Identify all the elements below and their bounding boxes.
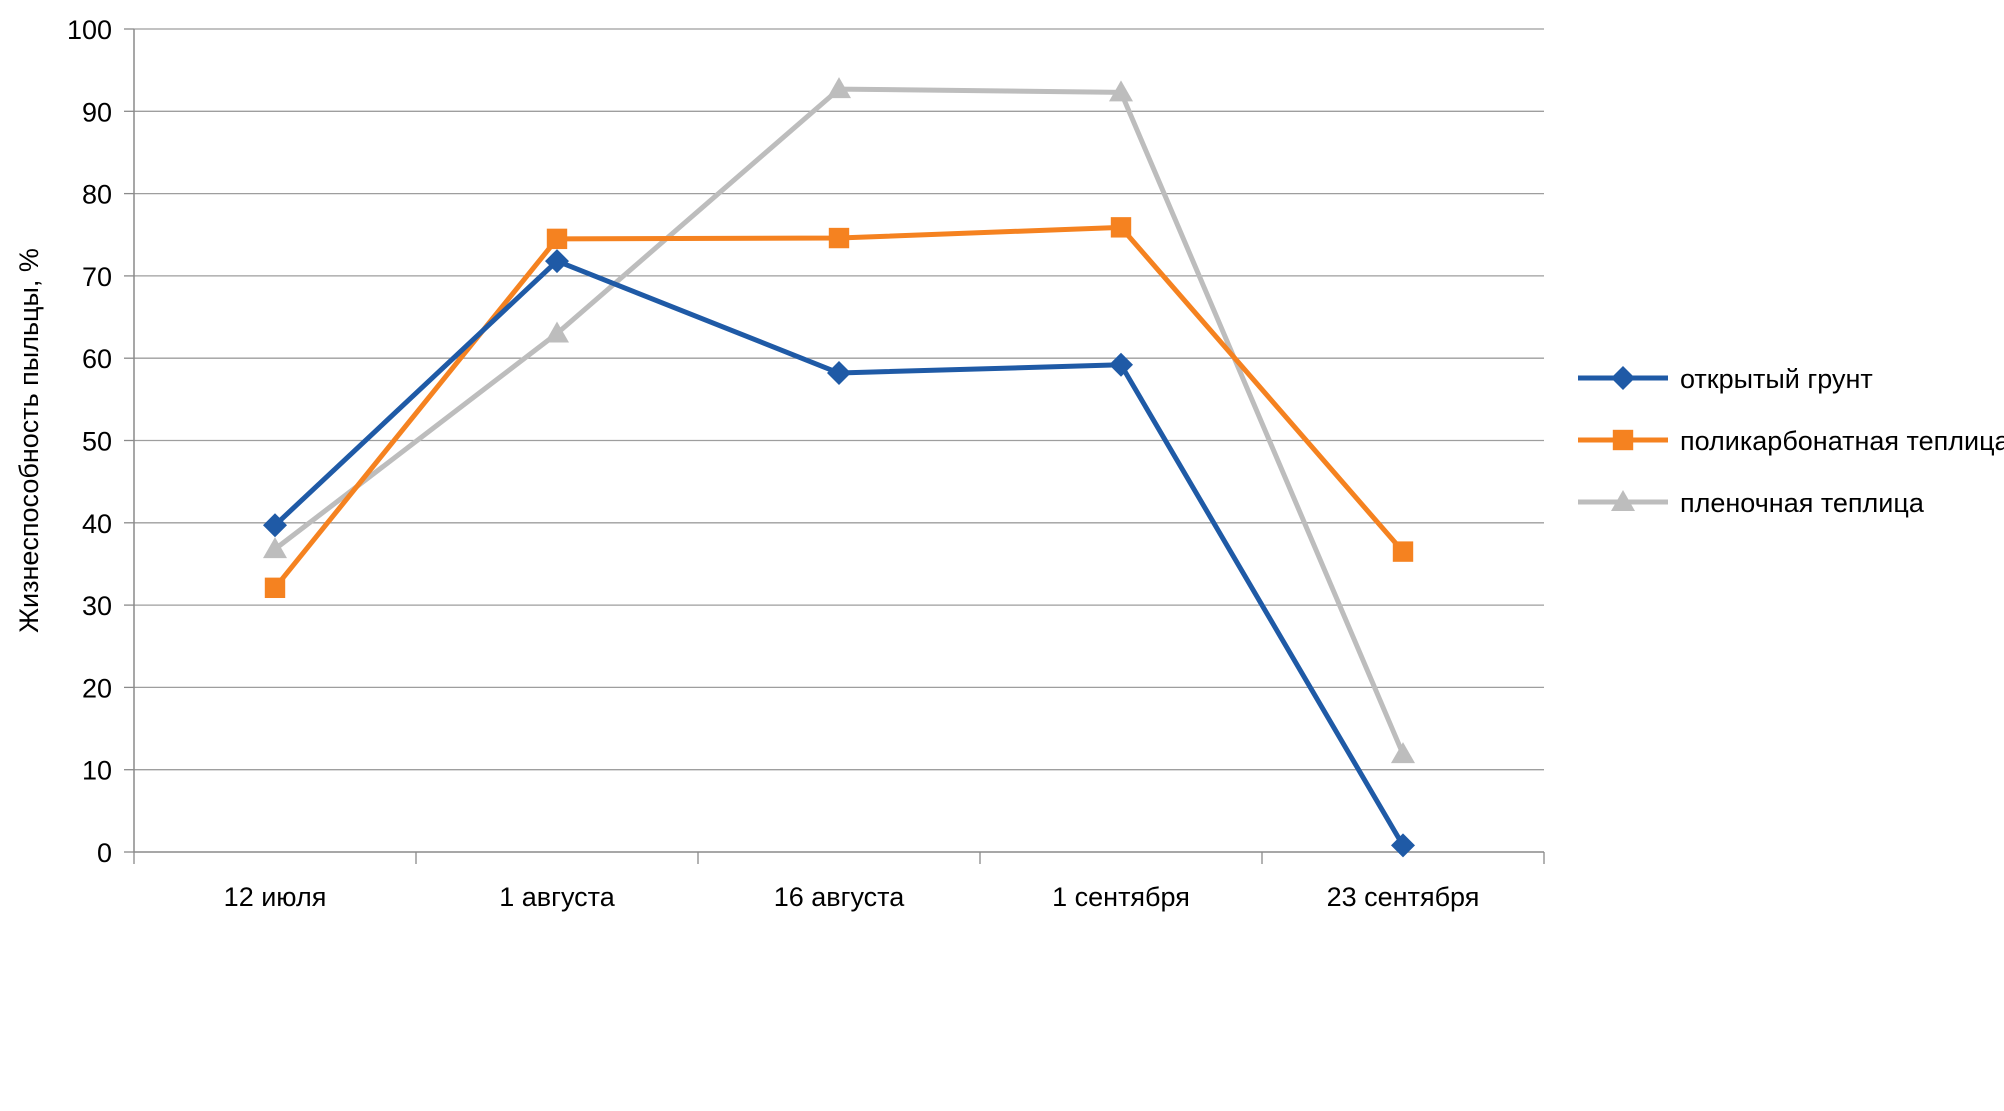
series-2-point-0 <box>263 537 287 559</box>
legend-item-0: открытый грунт <box>1578 364 1873 394</box>
series-2-point-1 <box>545 321 569 343</box>
series-2-point-2 <box>827 77 851 99</box>
series-line-1 <box>273 224 1405 590</box>
series-0-point-3 <box>1109 352 1133 377</box>
legend-marker-2 <box>1611 490 1635 511</box>
legend-label-0: открытый грунт <box>1680 364 1873 394</box>
series-2 <box>263 77 1415 764</box>
y-tick-label-0: 0 <box>97 838 112 868</box>
y-tick-label-10: 10 <box>82 756 112 786</box>
legend-label-2: пленочная теплица <box>1680 488 1925 518</box>
y-axis-title: Жизнеспособность пыльцы, % <box>14 248 44 633</box>
series-0-point-1 <box>545 249 569 274</box>
y-axis-ticks: 0 10 20 30 40 50 60 70 80 90 100 <box>67 15 134 868</box>
series-0-point-0 <box>263 513 287 538</box>
series-2-point-3 <box>1109 80 1133 102</box>
series-0 <box>263 249 1415 858</box>
series-line-0 <box>273 258 1406 847</box>
legend-item-1: поликарбонатная теплица <box>1578 426 2004 456</box>
y-tick-label-90: 90 <box>82 97 112 127</box>
x-tick-label-3: 1 сентября <box>1052 882 1190 912</box>
legend-marker-0 <box>1611 366 1635 390</box>
series-1 <box>264 217 1414 599</box>
x-axis-ticks: 12 июля 1 августа 16 августа 1 сентября 23 с… <box>133 852 1545 912</box>
y-tick-label-50: 50 <box>82 427 112 457</box>
legend: открытый грунт поликарбонатная теплица пле… <box>1578 364 2004 518</box>
series-1-point-4 <box>1392 541 1414 562</box>
y-tick-label-20: 20 <box>82 673 112 703</box>
y-tick-label-100: 100 <box>67 15 112 45</box>
series-0-point-4 <box>1391 833 1415 858</box>
y-tick-label-30: 30 <box>82 591 112 621</box>
legend-label-1: поликарбонатная теплица <box>1680 426 2004 456</box>
y-tick-label-40: 40 <box>82 509 112 539</box>
gridlines <box>134 28 1544 771</box>
legend-item-2: пленочная теплица <box>1578 488 1925 518</box>
x-tick-label-2: 16 августа <box>774 882 906 912</box>
x-tick-label-4: 23 сентября <box>1327 882 1480 912</box>
x-tick-label-0: 12 июля <box>224 882 327 912</box>
y-tick-label-60: 60 <box>82 344 112 374</box>
series-1-point-0 <box>264 577 286 599</box>
legend-marker-1 <box>1612 429 1634 451</box>
y-tick-label-70: 70 <box>82 262 112 292</box>
series-0-point-2 <box>827 361 851 386</box>
series-1-point-3 <box>1110 217 1132 238</box>
series-1-point-1 <box>546 228 568 250</box>
x-tick-label-1: 1 августа <box>499 882 615 912</box>
series-layer <box>263 77 1415 858</box>
series-1-point-2 <box>828 227 850 249</box>
series-line-2 <box>273 86 1406 756</box>
series-2-point-4 <box>1391 742 1415 764</box>
y-tick-label-80: 80 <box>82 180 112 210</box>
